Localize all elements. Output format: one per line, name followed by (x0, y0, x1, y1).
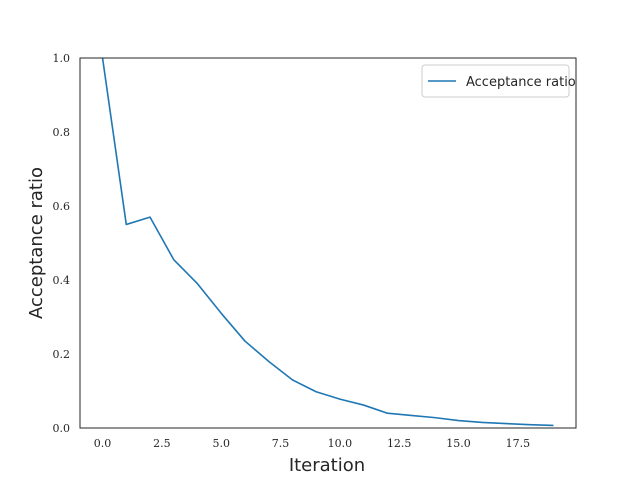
x-tick-label: 12.5 (387, 437, 412, 450)
y-tick-label: 0.4 (53, 274, 71, 287)
legend-label-0: Acceptance ratio (466, 75, 576, 90)
x-tick-label: 5.0 (212, 437, 230, 450)
plot-layer (79, 57, 577, 429)
x-tick-label: 17.5 (506, 437, 531, 450)
y-tick-label: 0.8 (53, 126, 71, 139)
x-tick-label: 0.0 (94, 437, 112, 450)
legend-box (421, 64, 570, 98)
y-axis-label: Acceptance ratio (26, 167, 47, 319)
x-axis-label: Iteration (289, 455, 365, 476)
series-line-0 (101, 58, 554, 427)
y-tick-label: 0.0 (53, 422, 71, 435)
y-tick-label: 0.6 (53, 200, 71, 213)
plot-frame (79, 57, 577, 429)
y-tick-label: 0.2 (53, 348, 71, 361)
x-tick-label: 2.5 (153, 437, 171, 450)
x-axis-ticks: 0.0 2.5 5.0 7.5 10.0 12.5 15.0 17.5 (94, 437, 530, 450)
legend: Acceptance ratio (421, 64, 576, 98)
y-axis-ticks: 0.0 0.2 0.4 0.6 0.8 1.0 (53, 52, 71, 435)
x-tick-label: 7.5 (272, 437, 290, 450)
y-tick-label: 1.0 (53, 52, 71, 65)
x-tick-label: 10.0 (328, 437, 353, 450)
x-tick-label: 15.0 (446, 437, 471, 450)
